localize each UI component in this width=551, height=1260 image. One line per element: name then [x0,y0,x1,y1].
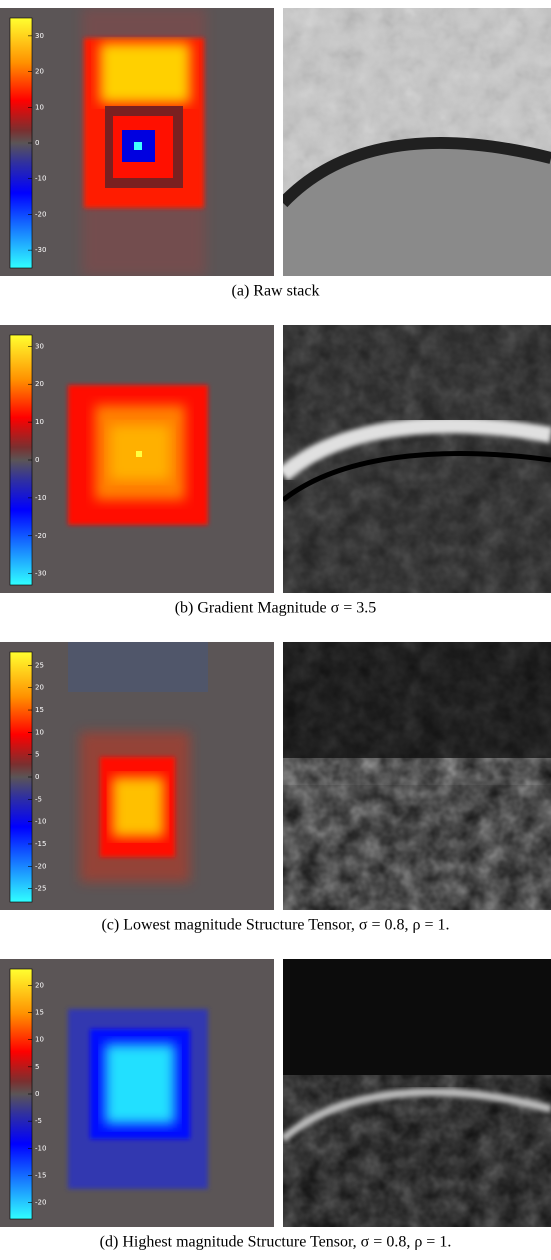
colorbar-tick-label: 10 [35,1036,44,1044]
colorbar-tick-label: -5 [35,795,42,803]
colorbar-tick-label: -20 [35,1199,46,1207]
colorbar-tick-label: 0 [35,139,39,147]
colorbar-tick-label: 20 [35,68,44,76]
colorbar-tick-label: 10 [35,103,44,111]
heatmap [0,325,274,593]
colorbar-tick-label: 10 [35,418,44,426]
colorbar-tick-label: -10 [35,1144,46,1152]
colorbar-tick-label: -20 [35,532,46,540]
colorbar-tick-label: -25 [35,885,46,893]
colorbar-tick-label: -30 [35,570,46,578]
colorbar-tick-label: -15 [35,1172,46,1180]
image [283,325,551,593]
image [283,959,551,1227]
image [283,642,551,910]
colorbar-tick-label: 20 [35,380,44,388]
panel: (b) Gradient Magnitude σ = 3.5 30 20 10 0 -1… [0,325,551,617]
colorbar-tick-label: -15 [35,840,46,848]
colorbar-tick-label: -20 [35,862,46,870]
colorbar-tick-label: -5 [35,1117,42,1125]
heatmap [0,959,274,1227]
colorbar-tick-label: 5 [35,751,39,759]
colorbar-tick-label: 25 [35,661,44,669]
caption: (a) Raw stack [232,283,320,300]
colorbar-tick-label: 0 [35,456,39,464]
panel: (a) Raw stack 30 20 10 0 -10 -20 -30 [0,8,551,300]
colorbar-tick-label: 20 [35,981,44,989]
panel: (d) Highest magnitude Structure Tensor, … [0,959,551,1251]
colorbar-tick-label: 30 [35,32,44,40]
colorbar-tick-label: -10 [35,494,46,502]
colorbar-tick-label: 15 [35,1008,44,1016]
figure: (a) Raw stack 30 20 10 0 -10 -20 -30 (b) Gradi… [0,0,551,1260]
colorbar-tick-label: -10 [35,818,46,826]
colorbar-tick-label: 20 [35,684,44,692]
page: {"panels": [ {"caption": "(a) Raw stack"… [0,0,551,1260]
colorbar-tick-label: 15 [35,706,44,714]
caption: (d) Highest magnitude Structure Tensor, … [100,1234,452,1251]
colorbar-tick-label: 0 [35,1090,39,1098]
heatmap [0,8,274,276]
caption: (b) Gradient Magnitude σ = 3.5 [175,600,377,617]
colorbar-tick-label: 5 [35,1063,39,1071]
colorbar-tick-label: 10 [35,728,44,736]
colorbar-tick-label: 30 [35,342,44,350]
caption: (c) Lowest magnitude Structure Tensor, σ… [101,917,449,934]
colorbar-tick-label: -30 [35,246,46,254]
panel: (c) Lowest magnitude Structure Tensor, σ… [0,642,551,934]
colorbar-tick-label: -10 [35,175,46,183]
colorbar-tick-label: 0 [35,773,39,781]
colorbar-tick-label: -20 [35,210,46,218]
image [283,8,551,276]
